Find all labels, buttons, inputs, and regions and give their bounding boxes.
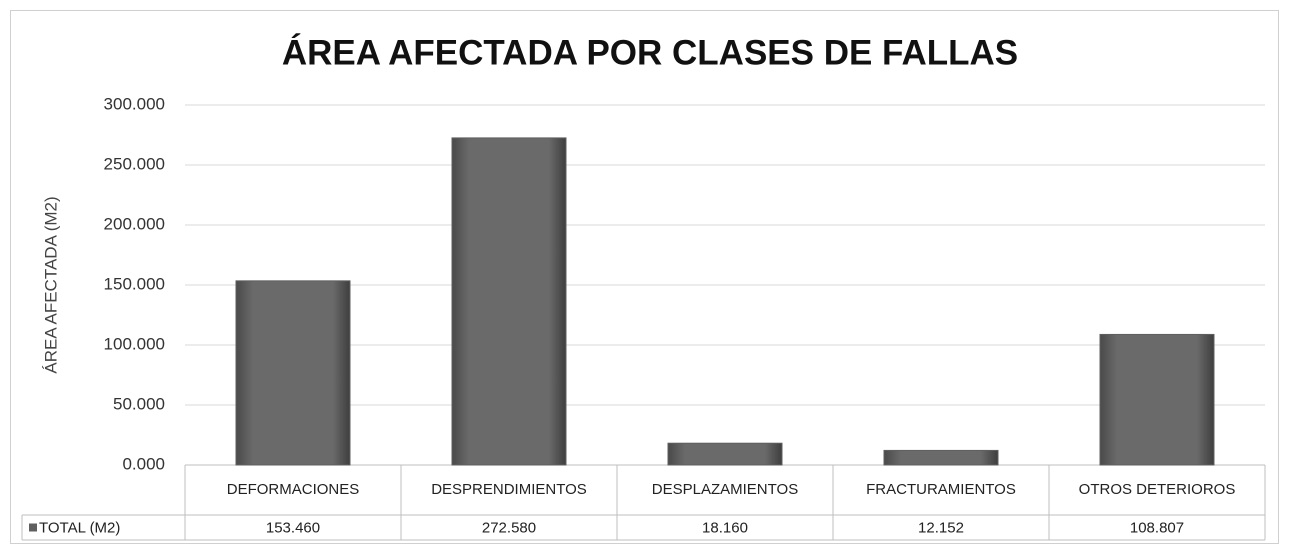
chart-title: ÁREA AFECTADA POR CLASES DE FALLAS <box>282 32 1018 72</box>
bar <box>451 137 567 466</box>
y-tick-label: 150.000 <box>104 274 165 293</box>
legend-swatch <box>29 523 37 532</box>
x-tick-label: OTROS DETERIOROS <box>1079 481 1236 498</box>
y-tick-label: 0.000 <box>122 454 165 473</box>
chart-border <box>10 10 1279 544</box>
bar <box>883 449 999 466</box>
data-label: 18.160 <box>702 519 748 536</box>
bar <box>667 442 783 466</box>
y-tick-label: 300.000 <box>104 94 165 113</box>
y-tick-label: 100.000 <box>104 334 165 353</box>
x-tick-label: DEFORMACIONES <box>227 481 360 498</box>
x-tick-label: DESPRENDIMIENTOS <box>431 481 587 498</box>
data-label: 108.807 <box>1130 519 1184 536</box>
y-tick-label: 250.000 <box>104 154 165 173</box>
data-label: 153.460 <box>266 519 320 536</box>
x-tick-label: DESPLAZAMIENTOS <box>652 481 798 498</box>
bar <box>1099 333 1215 466</box>
data-label: 12.152 <box>918 519 964 536</box>
y-tick-label: 200.000 <box>104 214 165 233</box>
legend-label: TOTAL (M2) <box>39 519 120 536</box>
x-tick-label: FRACTURAMIENTOS <box>866 481 1016 498</box>
data-label: 272.580 <box>482 519 536 536</box>
y-tick-label: 50.000 <box>113 394 165 413</box>
y-axis-label: ÁREA AFECTADA (M2) <box>41 196 60 373</box>
bar <box>235 280 351 466</box>
